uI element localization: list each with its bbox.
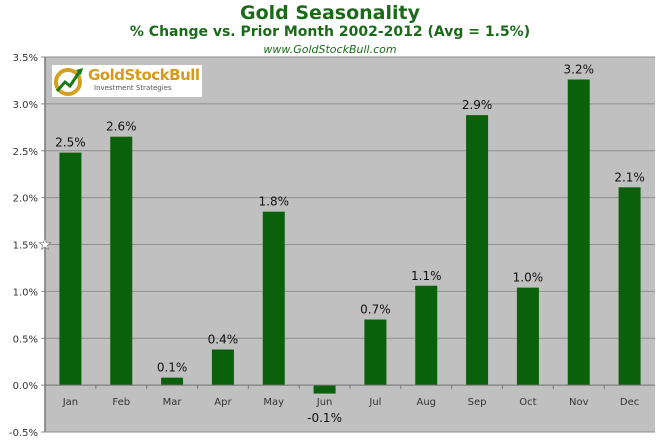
x-tick-label: Mar: [163, 397, 183, 408]
x-tick-label: Jun: [316, 397, 333, 408]
data-label: 1.1%: [411, 269, 442, 283]
x-tick-label: Oct: [519, 397, 536, 408]
bar-jan: [59, 152, 82, 386]
data-label: 1.8%: [259, 195, 290, 209]
x-tick-label: May: [263, 397, 284, 408]
y-tick-label: 3.5%: [13, 53, 38, 64]
logo-chart-icon: [54, 68, 83, 96]
bar-mar: [161, 377, 184, 386]
x-tick-label: Feb: [112, 397, 130, 408]
chart-title: Gold Seasonality: [240, 2, 420, 24]
y-tick-label: 2.0%: [13, 194, 38, 205]
x-tick-label: Jan: [62, 397, 78, 408]
x-tick-label: Jul: [368, 397, 381, 408]
data-label: 3.2%: [564, 63, 595, 77]
bar-jun: [313, 385, 336, 394]
goldstockbull-logo: GoldStockBull Investment Strategies: [52, 65, 202, 97]
bar-jul: [364, 319, 387, 386]
x-tick-label: Dec: [620, 397, 639, 408]
data-label: 2.5%: [55, 136, 86, 150]
data-label: -0.1%: [307, 411, 342, 425]
x-tick-label: Nov: [569, 397, 589, 408]
chart-subtitle: % Change vs. Prior Month 2002-2012 (Avg …: [129, 24, 531, 40]
y-tick-label: 0.5%: [13, 334, 38, 345]
x-tick-label: Apr: [214, 397, 232, 408]
data-label: 2.9%: [462, 98, 493, 112]
y-tick-label: -0.5%: [9, 428, 38, 439]
y-tick-label: 3.0%: [13, 100, 38, 111]
chart-source: www.GoldStockBull.com: [263, 43, 397, 56]
average-star-icon: [38, 237, 52, 251]
y-tick-label: 1.5%: [13, 241, 38, 252]
x-tick-label: Aug: [416, 397, 436, 408]
data-label: 0.7%: [360, 303, 391, 317]
bar-feb: [110, 136, 133, 386]
data-label: 1.0%: [513, 271, 544, 285]
y-tick-label: 2.5%: [13, 147, 38, 158]
x-tick-label: Sep: [468, 397, 487, 408]
bar-dec: [618, 187, 641, 386]
logo-tagline: Investment Strategies: [94, 84, 172, 92]
y-tick-label: 0.0%: [13, 381, 38, 392]
bar-aug: [415, 285, 438, 386]
data-label: 2.1%: [614, 170, 645, 184]
y-tick-label: 1.0%: [13, 287, 38, 298]
data-label: 0.1%: [157, 361, 188, 375]
data-label: 0.4%: [208, 333, 239, 347]
logo-name: GoldStockBull: [88, 66, 200, 84]
bar-nov: [567, 79, 590, 386]
bar-oct: [516, 287, 539, 386]
data-label: 2.6%: [106, 120, 137, 134]
bar-sep: [466, 115, 489, 386]
bar-may: [262, 211, 285, 386]
bar-apr: [211, 349, 234, 386]
